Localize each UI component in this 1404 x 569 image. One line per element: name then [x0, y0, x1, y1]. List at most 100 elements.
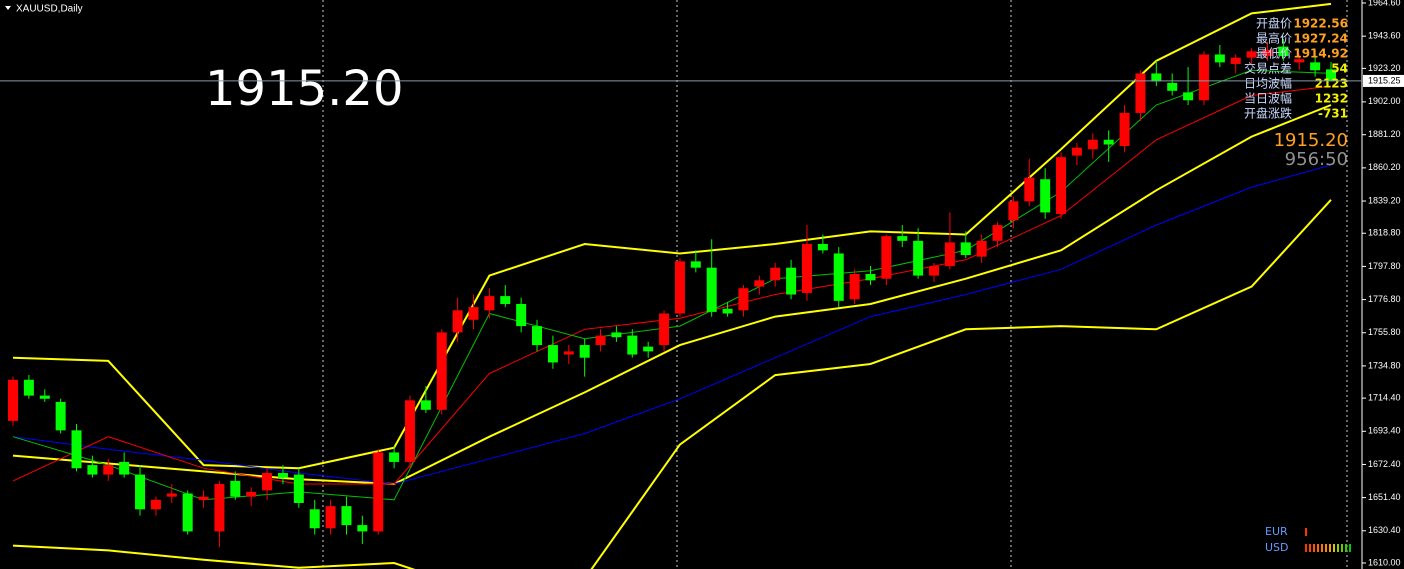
candle-body [516, 304, 527, 327]
y-tick-label: 1923.20 [1368, 63, 1401, 73]
candle-body [1198, 54, 1209, 101]
strength-bar [1305, 528, 1307, 536]
candle-body [198, 496, 209, 500]
candle-body [547, 345, 558, 363]
candle-body [341, 506, 352, 526]
candle-body [468, 307, 479, 320]
candle-body [23, 379, 34, 396]
candle-body [1183, 92, 1194, 101]
candle-body [1310, 62, 1321, 71]
candle-body [135, 474, 146, 510]
candle-body [897, 236, 908, 241]
currency-label: USD [1265, 541, 1289, 554]
candle-body [659, 313, 670, 346]
strength-bar [1321, 544, 1323, 552]
y-tick-label: 1755.80 [1368, 327, 1401, 337]
candle-body [611, 332, 622, 338]
y-tick-label: 1630.40 [1368, 525, 1401, 535]
candle-body [1278, 46, 1289, 57]
candle-body [532, 326, 543, 346]
panel-label: 交易点差 [1244, 61, 1292, 76]
candle-body [913, 240, 924, 276]
y-tick-label: 1902.00 [1368, 96, 1401, 106]
panel-value: 54 [1331, 62, 1348, 76]
candle-body [976, 240, 987, 257]
candle-body [738, 288, 749, 311]
candle-body [929, 266, 940, 276]
candle-body [1119, 112, 1130, 147]
candle-body [881, 236, 892, 279]
candle-body [690, 261, 701, 268]
panel-label: 最低价 [1256, 47, 1292, 61]
candle-body [1151, 73, 1162, 82]
candle-body [500, 296, 511, 305]
candle-body [960, 242, 971, 256]
strength-bar [1345, 544, 1347, 552]
candle-body [55, 401, 66, 431]
chart-title: XAUUSD,Daily [16, 4, 83, 15]
candle-body [389, 452, 400, 462]
candle-body [579, 345, 590, 358]
panel-spread: 956:50 [1285, 149, 1348, 170]
candle-body [1040, 179, 1051, 213]
candle-body [230, 480, 241, 497]
candle-body [293, 474, 304, 503]
menu-triangle [5, 6, 11, 10]
y-tick-label: 1839.20 [1368, 195, 1401, 205]
candle-body [1167, 82, 1178, 91]
candle-body [246, 491, 257, 497]
candle-body [452, 310, 463, 333]
strength-bar [1329, 544, 1331, 552]
candle-body [119, 461, 130, 475]
candle-body [865, 273, 876, 281]
candle-body [71, 430, 82, 469]
panel-label: 开盘涨跌 [1244, 106, 1292, 121]
strength-bar [1325, 544, 1327, 552]
candle-body [484, 296, 495, 311]
candle-body [722, 308, 733, 314]
candle-body [8, 379, 18, 421]
candle-body [277, 472, 288, 478]
current-price-label: 1915.25 [1368, 75, 1401, 85]
candle-body [754, 280, 765, 287]
candle-body [833, 253, 844, 301]
y-tick-label: 1818.80 [1368, 228, 1401, 238]
y-tick-label: 1734.80 [1368, 360, 1401, 370]
y-tick-label: 1672.40 [1368, 459, 1401, 469]
candle-body [1214, 54, 1225, 63]
candle-body [1087, 139, 1098, 150]
y-tick-label: 1651.40 [1368, 492, 1401, 502]
candle-body [1071, 147, 1082, 156]
candle-body [1326, 69, 1336, 82]
plot-area [8, 2, 1336, 569]
candle-body [309, 509, 320, 529]
indicator-line [12, 2, 1332, 470]
indicator-line [12, 164, 1332, 485]
strength-bar [1333, 544, 1335, 552]
y-tick-label: 1714.40 [1368, 393, 1401, 403]
indicator-line [12, 199, 1332, 569]
current-price-box [1363, 74, 1404, 87]
candle-body [1024, 177, 1035, 202]
candle-body [166, 493, 177, 497]
panel-value: 1927.24 [1293, 32, 1348, 46]
strength-bar [1317, 544, 1319, 552]
panel-label: 当日波幅 [1244, 91, 1292, 106]
candle-body [150, 499, 161, 510]
y-tick-label: 1943.60 [1368, 31, 1401, 41]
candle-body [706, 267, 717, 312]
y-tick-label: 1693.40 [1368, 426, 1401, 436]
candle-body [1135, 73, 1146, 113]
strength-bar [1349, 544, 1351, 552]
candle-body [801, 243, 812, 293]
candle-body [1262, 49, 1273, 57]
candle-body [595, 335, 606, 346]
candle-body [1230, 57, 1241, 64]
candle-body [1103, 139, 1114, 145]
strength-bar [1313, 544, 1315, 552]
panel-value: 1914.92 [1293, 47, 1348, 61]
strength-bar [1309, 544, 1311, 552]
candle-body [563, 351, 574, 355]
